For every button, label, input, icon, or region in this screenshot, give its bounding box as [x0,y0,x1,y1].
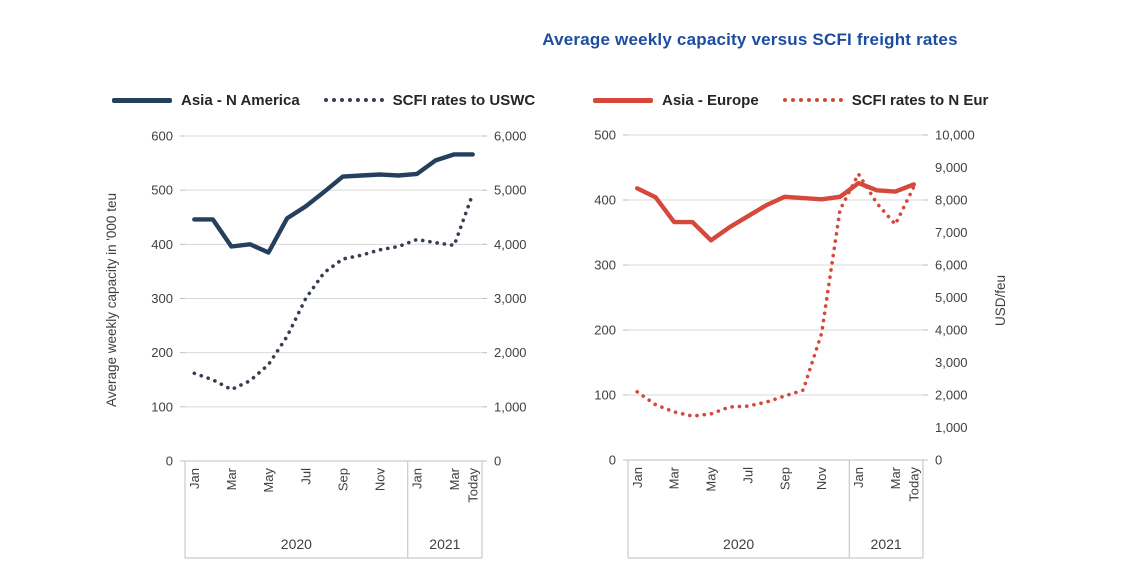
legend-label-scfi-neur: SCFI rates to N Eur [851,91,989,109]
y-axis-tick-label-right: 1,000 [935,420,968,435]
x-axis-tick-label: Sep [777,467,792,490]
legend-item-asia-europe: Asia - Europe [593,92,759,109]
y-axis-tick-label-right: 0 [935,453,942,468]
y-axis-tick-label-left: 200 [151,345,173,360]
y-axis-tick-label-left: 0 [609,453,616,468]
y-axis-tick-label-left: 400 [594,193,616,208]
year-label: 2021 [871,536,902,552]
x-axis-tick-label: Today [465,468,480,503]
legend-item-asia-n-america: Asia - N America [112,92,300,109]
dotted-line-swatch-navy [323,98,384,102]
y-axis-tick-label-right: 1,000 [494,399,527,414]
x-axis-tick-label: Jan [630,467,645,488]
y-axis-tick-label-left: 100 [594,388,616,403]
x-axis-tick-label: Jul [740,467,755,484]
x-axis-tick-label: Jan [187,468,202,489]
year-label: 2020 [723,536,754,552]
x-axis-tick-label: Sep [335,468,350,491]
x-axis-tick-label: May [261,468,276,493]
series-line-scfi-rates-to-n-eur [635,172,916,418]
legend-left: Asia - N America SCFI rates to USWC [112,88,535,112]
left-chart-canvas: 0 100 200 300 400 500 600 0 1,000 2,000 3,000 4,000… [151,129,527,559]
y-axis-tick-label-right: 3,000 [494,291,527,306]
y-axis-tick-label-right: 6,000 [494,129,527,144]
solid-line-swatch-navy [112,97,172,103]
y-axis-tick-label-right: 10,000 [935,128,975,143]
y-axis-tick-label-left: 0 [166,454,173,469]
series-line-asia-europe [635,180,916,243]
legend-label-asia-n-america: Asia - N America [181,91,300,109]
y-axis-tick-label-right: 5,000 [494,183,527,198]
x-axis-tick-label: Jan [410,468,425,489]
y-axis-tick-label-left: 400 [151,237,173,252]
series-line-asia-n-america [192,152,475,255]
y-axis-tick-label-left: 600 [151,129,173,144]
x-axis-tick-label: Jan [851,467,866,488]
legend-item-scfi-uswc: SCFI rates to USWC [323,91,536,109]
dotted-line-swatch-red [782,98,843,102]
y-axis-tick-label-right: 3,000 [935,355,968,370]
y-axis-tick-label-right: 4,000 [494,237,527,252]
legend-item-scfi-neur: SCFI rates to N Eur [782,91,989,109]
right-chart-canvas: 0 100 200 300 400 500 0 1,000 2,000 3,000 4,000 5,0… [594,128,975,559]
x-axis-tick-label: Today [906,467,921,502]
y-axis-tick-label-right: 7,000 [935,225,968,240]
y-axis-tick-label-right: 2,000 [494,345,527,360]
x-axis-tick-label: Nov [814,467,829,491]
legend-right: Asia - Europe SCFI rates to N Eur [593,88,988,112]
x-axis-tick-label: Jul [298,468,313,485]
y-axis-tick-label-right: 8,000 [935,193,968,208]
y-axis-tick-label-left: 300 [594,258,616,273]
x-axis-tick-label: Mar [888,466,903,489]
legend-label-asia-europe: Asia - Europe [662,91,759,109]
y-axis-tick-label-right: 4,000 [935,323,968,338]
y-axis-tick-label-right: 6,000 [935,258,968,273]
y-axis-tick-label-right: 0 [494,454,501,469]
x-axis-tick-label: Mar [447,467,462,490]
y-axis-tick-label-left: 100 [151,399,173,414]
y-axis-tick-label-right: 2,000 [935,388,968,403]
y-axis-tick-label-left: 200 [594,323,616,338]
year-label: 2021 [429,536,460,552]
y-axis-tick-label-left: 300 [151,291,173,306]
solid-line-swatch-red [593,97,653,103]
y-axis-tick-label-right: 9,000 [935,160,968,175]
x-axis-tick-label: Nov [372,468,387,492]
y-axis-tick-label-left: 500 [594,128,616,143]
chart-title: Average weekly capacity versus SCFI frei… [542,30,958,49]
x-axis-tick-label: Mar [667,466,682,489]
legend-label-scfi-uswc: SCFI rates to USWC [392,91,536,109]
y-axis-tick-label-left: 500 [151,183,173,198]
series-line-scfi-rates-to-uswc [192,192,475,392]
x-axis-tick-label: May [704,467,719,492]
y-axis-tick-label-right: 5,000 [935,290,968,305]
x-axis-tick-label: Mar [224,467,239,490]
year-label: 2020 [281,536,312,552]
